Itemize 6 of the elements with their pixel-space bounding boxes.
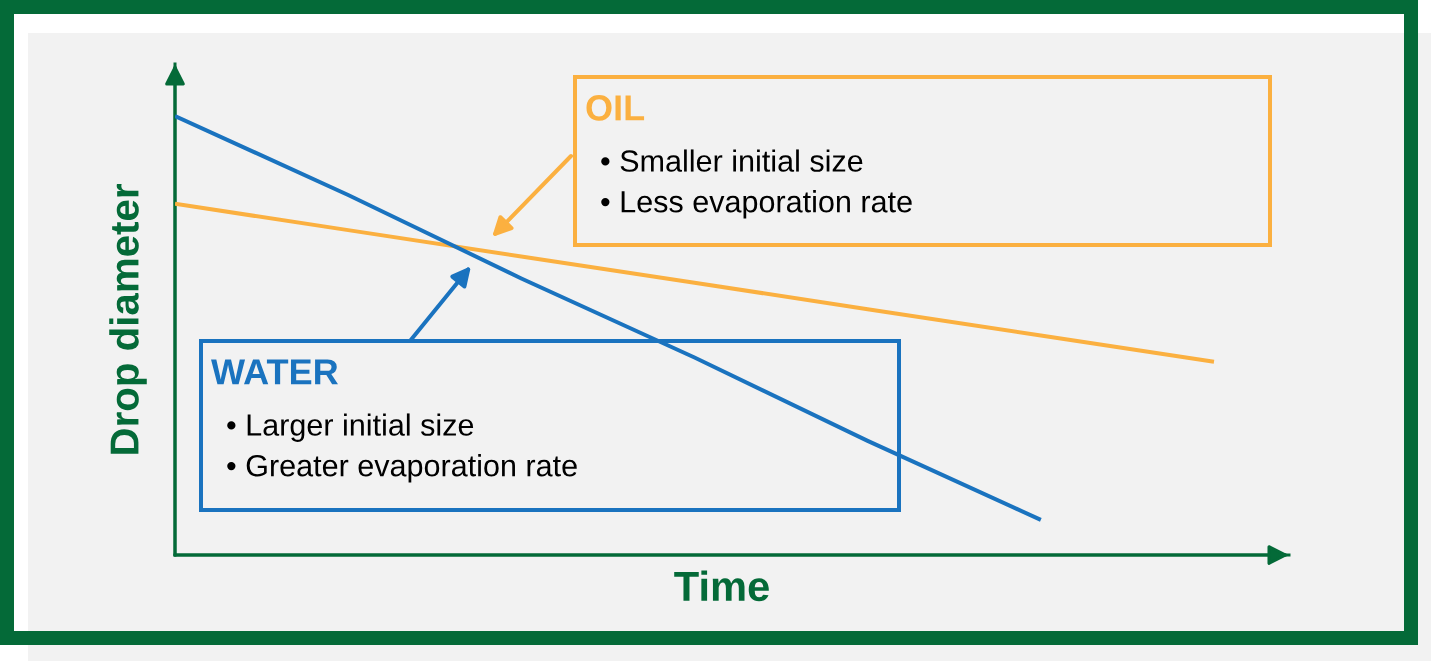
annotation: • Smaller initial size • Less evaporation rate [601,149,912,219]
text: OIL [586,95,645,121]
x-axis-title: Time [674,570,769,602]
y-axis-title: Drop diameter [109,184,147,454]
text: WATER [211,359,338,385]
annotation: • Larger initial size • Greater evaporation rate [227,413,577,483]
